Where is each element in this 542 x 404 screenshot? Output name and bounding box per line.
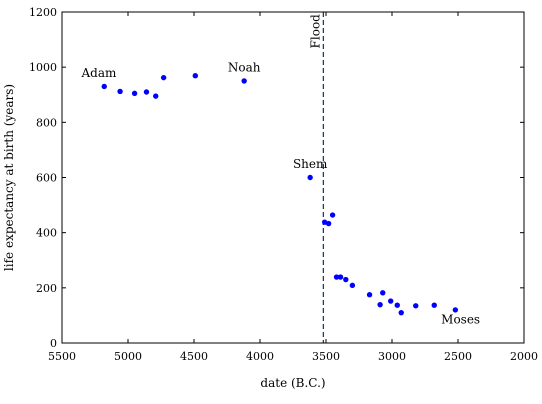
data-point-10 — [325, 220, 332, 227]
data-point-6 — [192, 73, 199, 79]
y-tick-label-3: 600 — [36, 172, 57, 185]
y-tick-label-1: 200 — [36, 282, 57, 295]
y-tick-label-5: 1000 — [29, 61, 57, 74]
data-point-5 — [160, 74, 167, 81]
annotation-flood: Flood — [308, 14, 322, 49]
data-point-0 — [101, 83, 107, 90]
x-tick-label-6: 2500 — [444, 350, 472, 363]
data-point-15 — [349, 282, 356, 289]
x-tick-label-4: 3500 — [312, 350, 340, 363]
data-point-12 — [333, 274, 340, 280]
y-tick-label-4: 800 — [36, 116, 57, 129]
data-point-8 — [307, 174, 313, 181]
data-point-23 — [431, 302, 437, 308]
annotation-moses: Moses — [441, 313, 480, 327]
data-point-3 — [143, 89, 150, 95]
data-point-20 — [394, 302, 400, 308]
data-point-14 — [343, 276, 349, 283]
annotation-adam: Adam — [81, 66, 118, 80]
data-point-22 — [413, 303, 419, 309]
data-point-18 — [380, 290, 386, 296]
data-point-24 — [452, 307, 459, 313]
y-axis-title: life expectancy at birth (years) — [2, 84, 16, 271]
data-point-4 — [153, 93, 159, 99]
x-tick-label-5: 3000 — [378, 350, 406, 363]
x-tick-label-1: 5000 — [114, 350, 142, 363]
y-tick-label-0: 0 — [50, 337, 57, 350]
data-point-21 — [398, 309, 404, 316]
y-tick-label-2: 400 — [36, 227, 57, 240]
x-tick-label-3: 4000 — [246, 350, 274, 363]
data-point-19 — [387, 298, 394, 304]
data-point-11 — [329, 212, 336, 218]
annotation-noah: Noah — [228, 60, 261, 74]
ticks-layer: 5500 5000 4500 4000 3500 3000 2500 2000 0 200 400 6… — [29, 6, 538, 363]
data-point-13 — [337, 274, 344, 280]
data-point-7 — [241, 78, 247, 84]
x-tick-label-2: 4500 — [180, 350, 208, 363]
data-point-17 — [377, 301, 383, 308]
x-axis-title: date (B.C.) — [260, 376, 325, 390]
x-tick-label-7: 2000 — [510, 350, 538, 363]
y-tick-label-6: 1200 — [29, 6, 57, 19]
x-tick-label-0: 5500 — [48, 350, 76, 363]
plot-layer: Adam Noah Shem Moses Flood — [81, 12, 480, 343]
data-point-2 — [131, 90, 138, 97]
annotation-shem: Shem — [293, 157, 328, 171]
data-point-16 — [366, 292, 373, 298]
data-point-1 — [117, 88, 123, 95]
